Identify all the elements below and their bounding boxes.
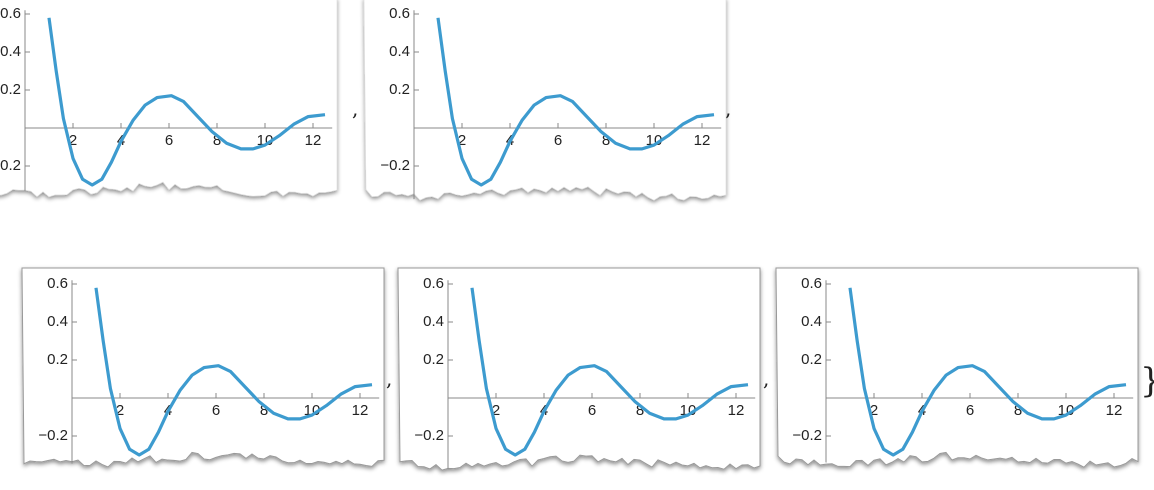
y-tick-label: 0.6	[47, 275, 68, 292]
separator: ,	[386, 367, 392, 391]
x-tick-label: 8	[1014, 402, 1022, 419]
y-tick-label: 0.6	[389, 5, 410, 22]
y-tick-label: 0.6	[801, 275, 822, 292]
x-tick-label: 8	[602, 132, 610, 149]
y-tick-label: −0.2	[0, 157, 21, 174]
x-tick-label: 12	[352, 402, 369, 419]
x-tick-label: 2	[492, 402, 500, 419]
x-tick-label: 12	[305, 132, 322, 149]
x-tick-label: 6	[212, 402, 220, 419]
x-tick-label: 2	[69, 132, 77, 149]
y-tick-label: 0.2	[389, 81, 410, 98]
y-tick-label: 0.2	[801, 351, 822, 368]
x-tick-label: 6	[165, 132, 173, 149]
y-tick-label: 0.6	[0, 5, 21, 22]
y-tick-label: 0.4	[0, 43, 21, 60]
separator: ,	[763, 367, 769, 391]
curve	[436, 17, 715, 187]
y-tick-label: −0.2	[380, 157, 410, 174]
separator: ,	[725, 97, 731, 121]
curve	[94, 287, 373, 457]
x-tick-label: 10	[680, 402, 697, 419]
curve	[848, 287, 1127, 457]
x-tick-label: 12	[1106, 402, 1123, 419]
y-tick-label: 0.4	[47, 313, 68, 330]
y-tick-label: 0.4	[801, 313, 822, 330]
x-tick-label: 12	[728, 402, 745, 419]
curve	[47, 17, 326, 187]
y-tick-label: 0.2	[423, 351, 444, 368]
y-tick-label: 0.4	[423, 313, 444, 330]
y-tick-label: −0.2	[792, 427, 822, 444]
y-tick-label: −0.2	[38, 427, 68, 444]
x-tick-label: 8	[636, 402, 644, 419]
y-tick-label: 0.6	[423, 275, 444, 292]
x-tick-label: 6	[588, 402, 596, 419]
y-tick-label: 0.2	[47, 351, 68, 368]
x-tick-label: 10	[304, 402, 321, 419]
x-tick-label: 2	[116, 402, 124, 419]
separator: ,	[352, 97, 358, 121]
y-tick-label: −0.2	[414, 427, 444, 444]
x-tick-label: 10	[1058, 402, 1075, 419]
y-tick-label: 0.4	[389, 43, 410, 60]
x-tick-label: 6	[554, 132, 562, 149]
x-tick-label: 2	[458, 132, 466, 149]
y-tick-label: 0.2	[0, 81, 21, 98]
x-tick-label: 12	[694, 132, 711, 149]
x-tick-label: 10	[257, 132, 274, 149]
x-tick-label: 6	[966, 402, 974, 419]
x-tick-label: 2	[870, 402, 878, 419]
curve	[470, 287, 749, 457]
x-tick-label: 8	[213, 132, 221, 149]
close-brace: }	[1140, 361, 1154, 401]
x-tick-label: 10	[646, 132, 663, 149]
x-tick-label: 8	[260, 402, 268, 419]
